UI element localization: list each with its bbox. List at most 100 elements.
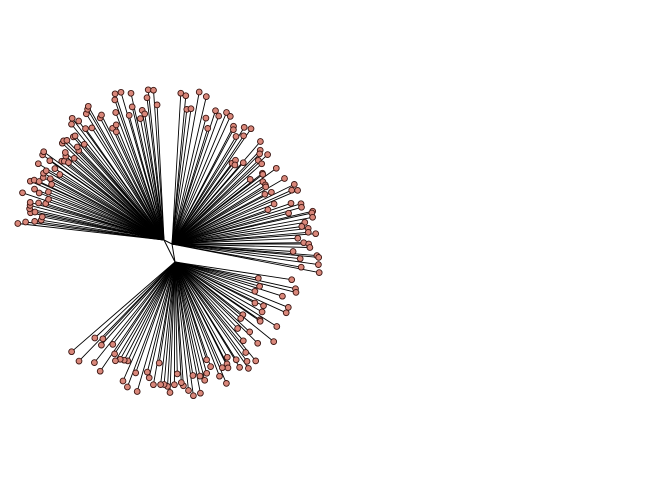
tree-branch [94, 261, 176, 363]
tree-tip-node [309, 213, 316, 221]
tree-tip-node [285, 209, 292, 217]
tree-tip-node [201, 376, 209, 384]
tree-tip-node [88, 124, 96, 132]
tree-tip-node [190, 392, 197, 400]
tree-tip-node [112, 109, 120, 116]
tree-tip-node [203, 356, 210, 364]
tree-tip-node [294, 187, 301, 194]
tree-tip-node [111, 96, 119, 104]
tree-tip-node [315, 269, 323, 276]
tree-tip-node [258, 160, 266, 168]
tree-tip-node [224, 364, 232, 372]
tree-tip-node [252, 357, 260, 365]
tree-tip-node [187, 105, 195, 113]
tree-tip-node [177, 379, 185, 386]
tree-tip-node [273, 323, 281, 330]
tree-tip-node [82, 125, 89, 132]
tree-tip-node [109, 341, 117, 348]
tree-tip-node [230, 126, 237, 134]
tree-tip-node [254, 274, 262, 282]
tree-tip-node [117, 88, 125, 96]
tree-tip-node [284, 304, 292, 311]
tree-tip-node [231, 161, 239, 169]
tree-tip-node [182, 92, 190, 100]
tree-tip-node [19, 189, 26, 197]
tree-tip-node [234, 325, 241, 332]
tree-tip-node [272, 164, 280, 172]
tree-tip-node [111, 350, 118, 358]
tree-tip-node [46, 157, 54, 165]
tree-tip-node [260, 302, 267, 310]
tree-tip-node [112, 357, 119, 365]
tree-tip-node [262, 183, 270, 191]
tree-branch [71, 261, 176, 353]
tree-tip-node [153, 101, 161, 109]
tree-tip-node [232, 133, 240, 140]
tree-tip-node [22, 218, 29, 226]
tree-tip-node [282, 309, 290, 317]
tree-tip-node [61, 149, 69, 156]
tree-tip-node [294, 234, 302, 242]
tree-tip-node [145, 374, 153, 382]
tree-tip-node [98, 111, 105, 119]
tree-tip-node [216, 372, 223, 380]
tree-tip-node [31, 208, 39, 216]
tree-tip-node [45, 195, 52, 203]
tree-tip-node [287, 199, 295, 207]
tree-tip-node [246, 328, 254, 336]
tree-tip-node [204, 125, 212, 132]
tree-tip-node [124, 383, 131, 391]
tree-tip-node [256, 317, 264, 325]
tree-tip-node [150, 381, 157, 389]
tree-tip-node [259, 171, 267, 178]
tree-tip-node [75, 117, 83, 125]
tree-tip-node [99, 335, 107, 343]
tree-tip-node [215, 112, 223, 120]
tree-branch [146, 261, 176, 373]
tree-tip-node [171, 381, 178, 389]
tree-tip-node [232, 356, 240, 364]
tree-tip-node [71, 132, 79, 140]
tree-tip-node [207, 363, 214, 370]
tree-tip-node [202, 114, 210, 122]
tree-tip-node [63, 137, 71, 144]
tree-tip-node [279, 292, 286, 300]
tree-tip-node [133, 388, 141, 395]
tree-tip-node [270, 338, 278, 345]
tree-tip-node [128, 103, 136, 111]
tree-tip-node [112, 128, 120, 136]
tree-tip-node [132, 369, 140, 377]
tree-tip-node [31, 218, 39, 225]
tree-tip-node [38, 213, 46, 221]
tree-tip-node [91, 334, 99, 342]
tree-tip-node [264, 151, 271, 158]
tree-tip-node [281, 175, 288, 182]
tree-tip-node [14, 220, 22, 227]
tree-tip-node [223, 109, 230, 116]
tree-tip-node [268, 188, 275, 196]
tree-tip-node [143, 94, 151, 102]
tree-tip-node [202, 93, 210, 100]
tree-tip-node [203, 369, 211, 377]
tree-tip-node [258, 308, 266, 316]
tree-tip-node [270, 200, 278, 208]
tree-tip-node [112, 121, 120, 129]
tree-tip-node [212, 107, 219, 115]
tree-tip-node [31, 185, 38, 193]
tree-tip-node [137, 115, 144, 122]
tree-tip-node [243, 358, 251, 365]
tree-tip-node [239, 337, 247, 345]
tree-tips [14, 86, 323, 400]
tree-tip-node [46, 175, 54, 183]
tree-tip-node [70, 154, 78, 162]
tree-tip-node [292, 289, 300, 296]
tree-tip-node [40, 148, 48, 156]
tree-tip-node [251, 287, 259, 295]
tree-tip-node [141, 110, 149, 118]
tree-tip-node [45, 188, 52, 196]
tree-tip-node [73, 143, 81, 151]
tree-tip-node [288, 186, 296, 194]
tree-tip-node [111, 90, 119, 98]
tree-tip-node [246, 176, 254, 183]
